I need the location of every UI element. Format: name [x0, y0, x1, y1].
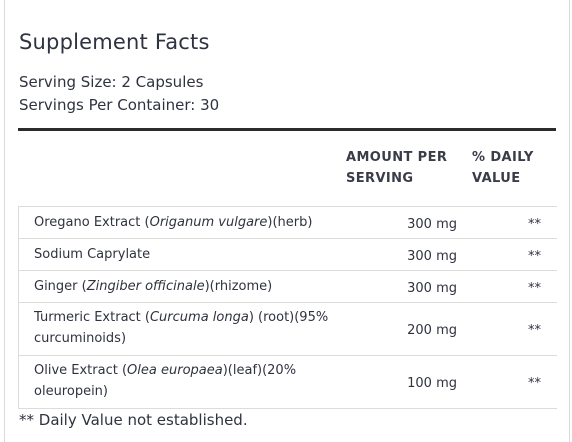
footnote: ** Daily Value not established. [19, 411, 248, 429]
ingredient-daily-value: ** [528, 323, 541, 338]
column-header-amount-line2: SERVING [346, 171, 414, 186]
column-header-dv-line1: % DAILY [472, 150, 534, 165]
ingredient-amount: 200 mg [407, 323, 457, 338]
ingredient-amount: 300 mg [407, 281, 457, 296]
column-header-dv-line2: VALUE [472, 171, 521, 186]
ingredient-amount: 300 mg [407, 249, 457, 264]
supplement-facts-panel: Supplement Facts Serving Size: 2 Capsule… [4, 0, 570, 442]
table-row: Olive Extract (Olea europaea)(leaf)(20% … [19, 356, 557, 409]
serving-size: Serving Size: 2 Capsules [19, 73, 204, 91]
ingredient-daily-value: ** [528, 376, 541, 391]
servings-per-container: Servings Per Container: 30 [19, 96, 220, 114]
panel-title: Supplement Facts [19, 30, 210, 54]
table-row: Oregano Extract (Origanum vulgare)(herb)… [19, 207, 557, 239]
ingredient-daily-value: ** [528, 249, 541, 264]
ingredient-name: Oregano Extract (Origanum vulgare)(herb) [34, 215, 313, 230]
ingredients-table: Oregano Extract (Origanum vulgare)(herb)… [18, 206, 557, 409]
ingredient-name: Sodium Caprylate [34, 247, 151, 262]
table-row: Turmeric Extract (Curcuma longa) (root)(… [19, 303, 557, 356]
ingredient-daily-value: ** [528, 281, 541, 296]
column-header-amount-line1: AMOUNT PER [346, 150, 448, 165]
table-row: Ginger (Zingiber officinale)(rhizome) 30… [19, 271, 557, 303]
ingredient-name: Olive Extract (Olea europaea)(leaf)(20% … [34, 363, 297, 399]
ingredient-amount: 300 mg [407, 217, 457, 232]
ingredient-amount: 100 mg [407, 376, 457, 391]
ingredient-daily-value: ** [528, 217, 541, 232]
ingredient-name: Turmeric Extract (Curcuma longa) (root)(… [34, 310, 329, 346]
column-header-amount: AMOUNT PER SERVING [346, 147, 456, 189]
divider-rule [18, 128, 556, 131]
ingredient-name: Ginger (Zingiber officinale)(rhizome) [34, 279, 273, 294]
column-header-daily-value: % DAILY VALUE [472, 147, 552, 189]
table-row: Sodium Caprylate 300 mg ** [19, 239, 557, 271]
